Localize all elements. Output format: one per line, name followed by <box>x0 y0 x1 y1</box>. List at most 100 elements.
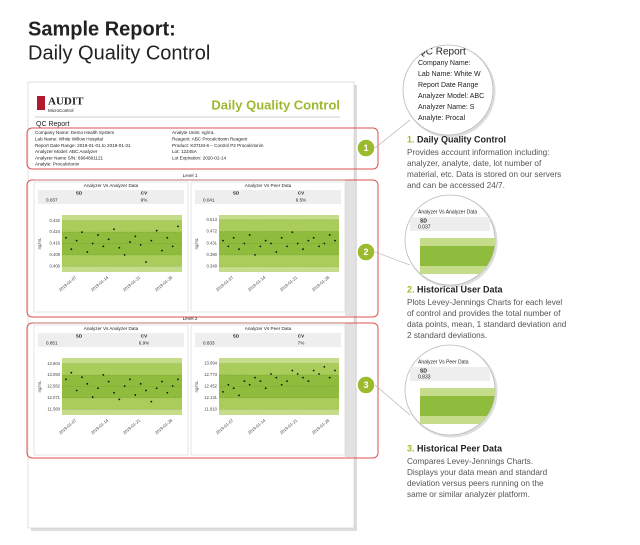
chart-title: Analyzer Vs Analyzer Data <box>84 183 139 188</box>
zoom-text: Analyte: Procal <box>418 115 466 122</box>
data-point <box>302 376 304 379</box>
connector <box>374 119 411 149</box>
data-point <box>102 245 105 248</box>
data-point <box>318 245 320 248</box>
stat-value: 0.041 <box>203 198 215 203</box>
y-tick-label: 12.582 <box>47 384 60 389</box>
y-tick-label: 11.810 <box>205 406 218 411</box>
data-point <box>150 239 153 242</box>
step-heading: Daily Quality Control <box>417 134 506 144</box>
stats-box <box>195 333 341 347</box>
data-point <box>75 389 78 392</box>
step-description: and can be accessed 24/7. <box>407 181 505 190</box>
panel <box>190 324 346 456</box>
zoom-text: QC Report <box>418 47 466 58</box>
data-point <box>139 382 142 385</box>
account-line: Lab Name: White Willow Hospital <box>35 137 103 142</box>
zoom-content: Analyzer Vs Peer Data SD0.833 <box>410 359 495 424</box>
zoom-band <box>420 396 495 416</box>
data-point <box>328 376 331 379</box>
zoom-content: Analyzer Vs Analyzer Data SD0.037 <box>410 209 495 274</box>
data-point <box>254 376 256 379</box>
y-tick-label: 0.432 <box>50 218 61 223</box>
panel <box>190 181 346 313</box>
data-point <box>91 396 94 399</box>
data-point <box>161 380 163 383</box>
level-label: Level 2 <box>183 316 198 321</box>
y-tick-label: 12.773 <box>204 372 217 377</box>
y-axis-label: ng/mL <box>37 380 42 392</box>
data-point <box>86 251 89 253</box>
account-line: Analyte: Procalcitonin <box>35 162 80 167</box>
data-point <box>75 239 78 242</box>
data-point <box>70 248 73 251</box>
panel <box>33 181 189 313</box>
data-point <box>264 387 267 390</box>
account-line: Lot Expiration: 2020-02-14 <box>172 155 227 160</box>
chart-title: Analyzer Vs Analyzer Data <box>84 326 139 331</box>
data-point <box>81 231 83 234</box>
stat-header: SD <box>76 334 83 339</box>
data-point <box>259 380 262 383</box>
data-point <box>323 242 326 245</box>
data-point <box>259 245 262 248</box>
stat-header: CV <box>298 191 305 196</box>
side-bar <box>345 323 355 457</box>
chart-title: Analyzer Vs Peer Data <box>245 183 292 188</box>
step-marker: 1. <box>407 134 415 144</box>
data-point <box>97 387 99 390</box>
step-marker: 2. <box>407 284 415 294</box>
data-point <box>222 239 224 242</box>
data-point <box>296 373 299 375</box>
zoom-text: SD <box>420 218 427 224</box>
data-point <box>296 242 299 245</box>
logo-mark <box>37 96 45 110</box>
y-axis-label: ng/mL <box>194 237 199 249</box>
step-description: Plots Levey-Jennings Charts for each lev… <box>407 298 562 307</box>
y-tick-label: 12.071 <box>47 395 60 400</box>
data-point <box>243 380 246 383</box>
panel <box>33 324 189 456</box>
step-marker: 3. <box>407 443 415 453</box>
y-tick-label: 0.424 <box>50 229 61 234</box>
step-description: material, etc. Data is stored on our ser… <box>407 170 561 179</box>
data-point <box>113 391 115 394</box>
callouts: QC Report Company Name: Lab Name: White W R… <box>402 44 498 438</box>
y-tick-label: 0.513 <box>207 217 218 222</box>
account-line: Reagent: ABC Procalcitonin Reagent <box>172 137 248 142</box>
step-description: Displays your data mean and standard <box>407 468 548 477</box>
zoom-text: Analyzer Model: ABC <box>418 93 484 100</box>
data-point <box>177 378 179 381</box>
stats-box <box>38 333 184 347</box>
data-point <box>177 225 179 228</box>
data-point <box>129 378 131 381</box>
data-point <box>307 239 310 242</box>
data-point <box>150 400 153 403</box>
data-point <box>139 244 142 246</box>
data-point <box>155 229 158 232</box>
data-point <box>280 383 283 386</box>
y-tick-label: 0.349 <box>207 264 218 269</box>
data-point <box>102 374 105 376</box>
data-point <box>238 394 240 397</box>
data-point <box>334 239 336 242</box>
y-tick-label: 0.431 <box>207 240 218 245</box>
step-heading: Historical User Data <box>417 284 504 294</box>
data-point <box>91 242 94 245</box>
step-description: analyzer, analyte, date, lot number of <box>407 159 542 168</box>
zoom-text: Report Date Range <box>418 82 478 89</box>
logo: AUDIT <box>48 96 84 108</box>
data-point <box>161 249 163 252</box>
data-point <box>222 390 224 393</box>
zoom-stats <box>410 367 490 381</box>
y-axis-label: ng/mL <box>37 237 42 249</box>
zoom-text: 0.037 <box>418 224 431 230</box>
stat-header: CV <box>298 334 305 339</box>
section-title: QC Report <box>36 121 70 128</box>
data-point <box>227 383 230 386</box>
data-point <box>312 369 315 372</box>
data-point <box>270 373 272 375</box>
y-tick-label: 13.093 <box>47 372 60 377</box>
data-point <box>270 242 272 245</box>
